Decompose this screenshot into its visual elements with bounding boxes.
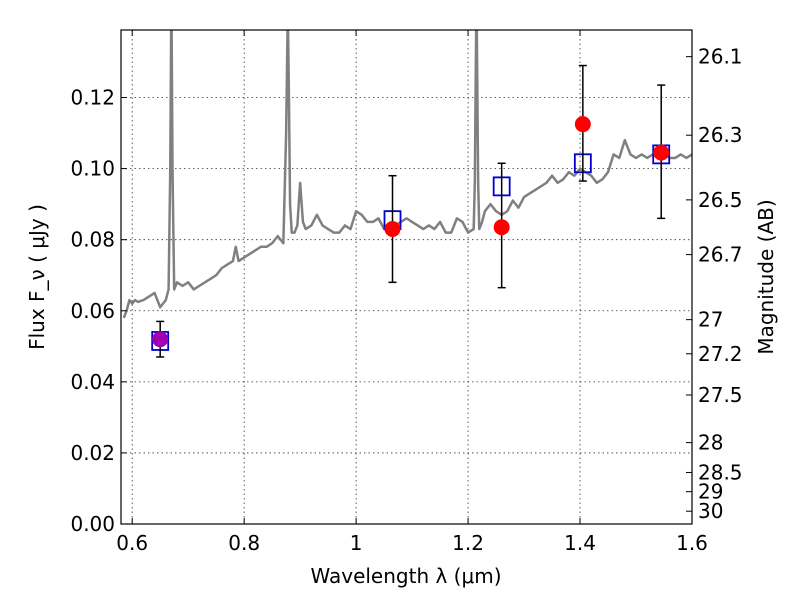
y-tick-label: 0.06 — [70, 299, 115, 323]
x-tick-label: 0.8 — [228, 531, 260, 555]
observed-point — [493, 219, 510, 236]
y-axis-right-label: Magnitude (AB) — [754, 199, 778, 354]
right-tick-label: 26.1 — [698, 45, 743, 69]
right-tick-label: 27.5 — [698, 383, 743, 407]
right-tick-label: 29 — [698, 480, 723, 504]
observed-point — [152, 331, 169, 348]
observed-point — [653, 144, 670, 161]
right-tick-label: 27.2 — [698, 342, 743, 366]
right-tick-label: 26.5 — [698, 188, 743, 212]
plot-area — [122, 30, 692, 319]
x-tick-label: 1.2 — [452, 531, 484, 555]
right-tick-label: 26.7 — [698, 243, 743, 267]
right-tick-label: 26.3 — [698, 123, 743, 147]
right-tick-label: 28.5 — [698, 460, 743, 484]
y-axis-left: 0.00 0.02 0.04 0.06 0.08 0.10 0.12 — [70, 86, 127, 536]
x-tick-label: 1.6 — [676, 531, 708, 555]
x-axis-label: Wavelength λ (μm) — [310, 564, 501, 588]
right-tick-label: 30 — [698, 499, 723, 523]
plot-frame — [120, 29, 693, 525]
observed-point — [384, 221, 401, 238]
data-marks — [151, 64, 671, 358]
spectrum-line — [122, 30, 692, 319]
y-tick-label: 0.12 — [70, 86, 115, 110]
x-axis: 0.6 0.8 1 1.2 1.4 1.6 — [116, 30, 708, 555]
x-tick-label: 1.4 — [564, 531, 596, 555]
x-tick-label: 0.6 — [116, 531, 148, 555]
x-tick-label: 1 — [350, 531, 363, 555]
y-tick-label: 0.04 — [70, 370, 115, 394]
y-tick-label: 0.00 — [70, 512, 115, 536]
right-tick-label: 27 — [698, 308, 723, 332]
y-axis-label: Flux F_ν ( μJy ) — [25, 204, 49, 350]
y-tick-label: 0.02 — [70, 441, 115, 465]
right-tick-label: 28 — [698, 431, 723, 455]
y-tick-label: 0.08 — [70, 228, 115, 252]
y-tick-label: 0.10 — [70, 157, 115, 181]
observed-point — [574, 116, 591, 133]
